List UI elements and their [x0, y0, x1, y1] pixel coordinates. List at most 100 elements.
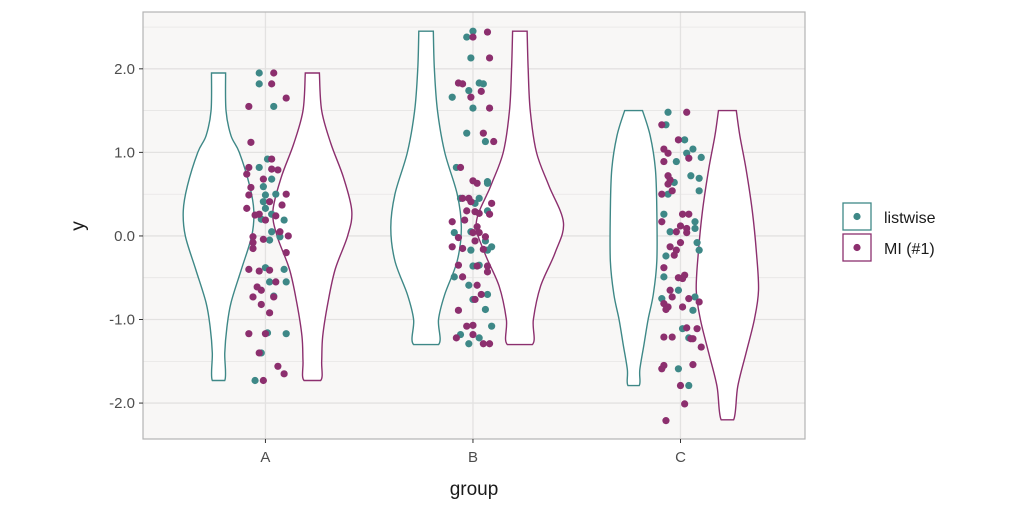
point-listwise-C: [689, 145, 697, 153]
point-mi-B: [463, 207, 471, 215]
point-listwise-B: [450, 273, 458, 281]
point-mi-B: [485, 54, 494, 62]
point-mi-C: [660, 157, 668, 166]
point-mi-B: [475, 229, 483, 237]
point-mi-B: [488, 199, 496, 207]
legend: listwise MI (#1): [842, 202, 936, 262]
point-mi-C: [676, 239, 685, 247]
point-listwise-A: [268, 175, 276, 183]
point-mi-C: [681, 400, 689, 408]
point-mi-B: [458, 194, 467, 202]
point-listwise-B: [448, 93, 456, 101]
point-mi-A: [265, 198, 274, 206]
y-axis-title: y: [68, 221, 89, 231]
point-mi-B: [473, 262, 481, 270]
point-listwise-C: [693, 239, 701, 247]
point-mi-C: [678, 303, 687, 311]
point-listwise-C: [697, 153, 705, 161]
point-mi-A: [243, 170, 251, 178]
point-mi-A: [270, 293, 278, 301]
point-mi-C: [668, 293, 676, 301]
violin-mi-B: [475, 30, 565, 346]
point-mi-C: [666, 286, 674, 294]
point-mi-A: [245, 330, 253, 338]
point-listwise-B: [469, 27, 477, 35]
point-mi-A: [245, 102, 253, 111]
point-mi-A: [255, 267, 263, 275]
point-mi-C: [658, 218, 666, 226]
point-mi-B: [485, 210, 494, 218]
point-mi-B: [452, 334, 460, 342]
point-mi-A: [272, 278, 280, 286]
point-mi-B: [467, 198, 475, 206]
point-mi-C: [685, 295, 693, 303]
point-mi-A: [265, 266, 274, 274]
point-listwise-A: [259, 198, 267, 206]
point-mi-B: [458, 80, 467, 88]
y-tick-label: -1.0: [109, 312, 135, 329]
point-mi-C: [685, 154, 693, 162]
x-tick-label: A: [260, 449, 270, 466]
point-listwise-C: [660, 273, 668, 281]
point-listwise-B: [450, 229, 458, 237]
point-mi-A: [282, 94, 290, 102]
point-listwise-C: [666, 228, 674, 236]
point-mi-B: [458, 273, 467, 281]
point-mi-B: [454, 234, 463, 242]
point-mi-B: [463, 322, 471, 330]
point-listwise-C: [674, 286, 683, 294]
point-mi-A: [265, 309, 274, 317]
point-listwise-B: [465, 340, 473, 348]
point-mi-B: [469, 330, 477, 339]
point-listwise-B: [483, 179, 492, 187]
point-mi-A: [268, 80, 276, 88]
point-mi-B: [475, 209, 483, 217]
point-mi-C: [658, 121, 666, 129]
legend-label-mi: MI (#1): [884, 241, 935, 258]
point-mi-C: [678, 274, 687, 283]
point-listwise-B: [488, 322, 496, 330]
point-mi-B: [473, 223, 481, 231]
point-mi-A: [245, 191, 253, 199]
point-listwise-A: [280, 265, 288, 273]
y-tick-label: -2.0: [109, 395, 135, 412]
point-listwise-A: [251, 376, 259, 385]
point-mi-C: [668, 333, 676, 341]
point-mi-B: [485, 104, 494, 112]
point-mi-C: [674, 136, 683, 144]
point-mi-B: [454, 261, 463, 269]
point-mi-C: [676, 381, 685, 390]
point-listwise-B: [463, 129, 471, 137]
point-mi-C: [672, 228, 680, 236]
point-mi-C: [695, 298, 703, 306]
point-mi-A: [245, 163, 253, 172]
point-mi-A: [259, 376, 267, 385]
point-listwise-A: [261, 204, 270, 212]
point-listwise-C: [687, 172, 695, 180]
x-axis-title: group: [450, 479, 499, 500]
point-mi-B: [456, 163, 465, 172]
violin-mi-C: [695, 109, 760, 421]
point-listwise-A: [268, 228, 276, 236]
point-mi-C: [683, 229, 691, 237]
point-listwise-B: [475, 194, 483, 202]
point-mi-C: [664, 180, 672, 188]
point-listwise-A: [276, 233, 284, 241]
point-listwise-B: [465, 86, 473, 95]
point-mi-A: [245, 265, 253, 273]
point-mi-C: [658, 190, 666, 198]
point-listwise-A: [259, 183, 267, 191]
point-mi-C: [664, 149, 672, 157]
point-mi-B: [479, 245, 487, 253]
point-mi-B: [448, 218, 456, 226]
point-listwise-A: [265, 278, 274, 286]
point-mi-C: [668, 187, 676, 195]
point-listwise-C: [685, 381, 693, 390]
point-listwise-C: [695, 187, 703, 195]
gridlines: [143, 12, 805, 439]
point-mi-C: [660, 264, 668, 272]
point-listwise-C: [681, 136, 689, 144]
point-mi-B: [448, 243, 456, 251]
point-mi-C: [689, 335, 697, 343]
